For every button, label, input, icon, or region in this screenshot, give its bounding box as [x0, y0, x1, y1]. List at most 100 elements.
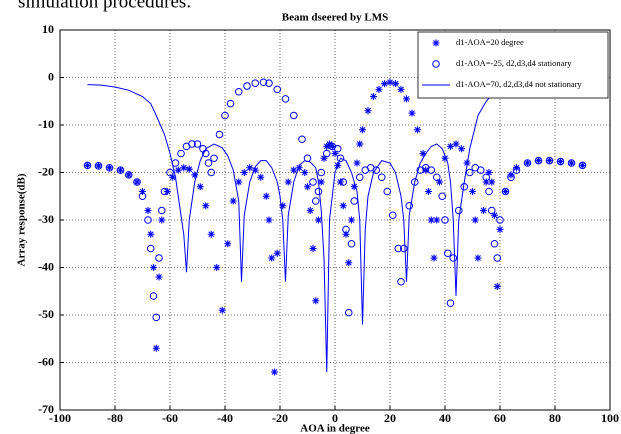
- data-point: [158, 216, 166, 224]
- data-point: [317, 178, 325, 186]
- data-point: [138, 192, 147, 201]
- data-point: [446, 299, 455, 307]
- data-point: [133, 178, 141, 186]
- data-point: [336, 154, 345, 163]
- data-point: [405, 201, 414, 210]
- data-point: [226, 99, 235, 108]
- data-point: [546, 157, 553, 165]
- data-point: [493, 254, 502, 262]
- data-point: [117, 166, 124, 174]
- data-point: [524, 159, 531, 167]
- data-point: [317, 168, 326, 177]
- data-point: [348, 216, 355, 224]
- y-tick-label: 0: [48, 69, 54, 83]
- x-tick-label: -80: [107, 411, 123, 425]
- data-point: [523, 159, 532, 167]
- data-point: [487, 206, 496, 215]
- x-tick-label: 20: [384, 411, 396, 425]
- x-tick-label: 60: [494, 411, 506, 425]
- data-point: [493, 283, 501, 290]
- data-point: [427, 216, 435, 224]
- data-point: [152, 313, 161, 322]
- data-point: [224, 240, 232, 248]
- data-point: [490, 239, 499, 248]
- data-point: [383, 187, 392, 196]
- legend-label: d1-AOA=20 degree: [456, 37, 524, 47]
- data-point: [150, 264, 157, 271]
- data-point: [166, 168, 174, 177]
- data-point: [306, 207, 314, 214]
- data-point: [273, 249, 281, 257]
- data-point: [221, 111, 229, 120]
- data-point: [116, 166, 125, 174]
- data-point: [265, 79, 273, 87]
- data-point: [397, 277, 405, 286]
- data-point: [144, 216, 152, 224]
- data-point: [469, 188, 476, 195]
- data-point: [399, 244, 408, 253]
- data-point: [229, 197, 237, 205]
- data-point: [414, 126, 421, 134]
- data-point: [339, 202, 347, 210]
- data-point: [160, 187, 169, 196]
- marks: [83, 78, 587, 376]
- data-point: [133, 178, 141, 186]
- data-point: [146, 244, 155, 253]
- data-point: [155, 273, 163, 281]
- data-point: [482, 173, 491, 182]
- data-point: [265, 216, 273, 224]
- data-point: [177, 149, 185, 158]
- data-point: [281, 95, 290, 103]
- data-point: [309, 178, 317, 186]
- data-point: [201, 149, 210, 158]
- data-point: [432, 173, 441, 182]
- data-point: [309, 245, 317, 252]
- data-point: [207, 230, 215, 238]
- data-point: [496, 216, 504, 224]
- data-point: [397, 85, 405, 93]
- data-point: [441, 216, 449, 224]
- data-point: [257, 173, 265, 181]
- data-point: [342, 225, 350, 234]
- data-point: [441, 154, 449, 162]
- data-point: [337, 178, 344, 186]
- data-point: [356, 140, 364, 148]
- data-point: [496, 226, 504, 233]
- data-point: [301, 169, 309, 176]
- data-point: [410, 178, 419, 186]
- data-point: [84, 161, 91, 169]
- data-point: [94, 162, 103, 170]
- data-point: [298, 135, 306, 144]
- data-point: [433, 216, 441, 224]
- data-point: [315, 216, 322, 224]
- data-point: [567, 159, 576, 167]
- data-point: [476, 166, 485, 174]
- data-point: [485, 169, 493, 176]
- data-point: [482, 178, 490, 186]
- data-point: [419, 150, 427, 157]
- data-point: [240, 169, 248, 176]
- x-tick-label: 0: [332, 411, 338, 425]
- x-axis-label: AOA in degree: [300, 423, 370, 434]
- data-point: [339, 178, 348, 186]
- y-tick-label: -20: [38, 164, 54, 178]
- data-point: [243, 82, 251, 90]
- data-point: [147, 230, 155, 238]
- data-point: [322, 149, 331, 158]
- data-point: [144, 207, 152, 214]
- data-point: [215, 130, 224, 139]
- data-point: [350, 183, 358, 191]
- data-point: [579, 161, 586, 169]
- data-point: [304, 183, 311, 191]
- data-point: [268, 254, 276, 262]
- data-point: [106, 164, 113, 172]
- data-point: [534, 156, 543, 165]
- data-point: [408, 109, 416, 117]
- data-point: [347, 239, 356, 248]
- data-point: [422, 166, 430, 174]
- data-point: [427, 166, 436, 174]
- data-point: [273, 85, 282, 94]
- legend-box: [417, 31, 609, 99]
- data-point: [191, 171, 199, 179]
